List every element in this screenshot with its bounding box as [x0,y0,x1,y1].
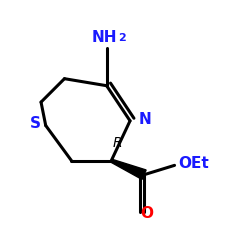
Text: O: O [140,206,153,221]
Text: S: S [30,116,41,131]
Text: N: N [139,112,152,127]
Text: 2: 2 [118,33,126,43]
Text: NH: NH [92,30,117,45]
Polygon shape [111,159,146,179]
Text: OEt: OEt [178,155,209,170]
Text: R: R [112,136,122,150]
